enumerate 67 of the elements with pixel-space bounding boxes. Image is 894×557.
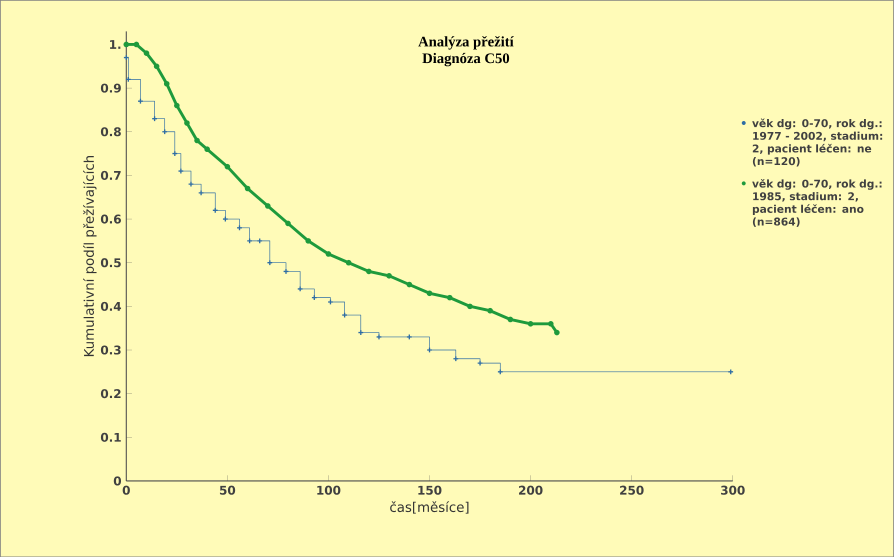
point	[212, 207, 218, 214]
y-tick-label: 0.1	[100, 432, 121, 442]
point	[244, 186, 250, 192]
point	[327, 298, 334, 305]
text: Diagnóza C50	[422, 52, 510, 66]
point	[528, 320, 534, 326]
y-tick-label: 0.8	[100, 127, 121, 136]
point	[326, 251, 332, 257]
x-tick-label: 250	[620, 486, 644, 495]
point	[184, 120, 190, 126]
point	[164, 80, 170, 86]
point	[123, 42, 130, 48]
point	[487, 308, 493, 314]
point	[426, 290, 432, 296]
point	[508, 316, 514, 322]
point	[224, 164, 230, 170]
point	[172, 150, 178, 157]
y-axis-title: Kumulativní podíl přežívajících	[83, 156, 97, 356]
point	[265, 203, 271, 209]
y-tick-label: 0.5	[100, 258, 121, 268]
point	[144, 50, 150, 56]
y-tick-label: 0.6	[100, 214, 121, 224]
y-tick-label: 0.2	[100, 388, 121, 398]
point	[476, 360, 484, 366]
point	[152, 115, 158, 122]
x-tick-label: 300	[721, 486, 745, 495]
point	[174, 102, 180, 108]
y-tick-label: 0.7	[100, 170, 121, 180]
point	[386, 272, 392, 278]
point	[376, 334, 382, 340]
point	[154, 63, 160, 69]
x-tick-label: 100	[317, 486, 340, 495]
point	[305, 238, 312, 244]
y-tick-label: 0.9	[100, 83, 121, 93]
x-tick-label: 0	[122, 486, 130, 495]
point	[204, 146, 210, 152]
point	[188, 180, 194, 188]
point	[134, 42, 140, 48]
point	[426, 346, 433, 353]
point	[311, 294, 318, 301]
y-tick-label: 0.3	[100, 345, 121, 354]
point	[194, 138, 200, 144]
point	[137, 98, 144, 104]
point	[554, 330, 560, 336]
point	[162, 128, 168, 135]
x-tick-label: 150	[418, 486, 442, 495]
x-axis-title: čas[měsíce]	[390, 501, 468, 514]
point	[406, 282, 412, 288]
point	[342, 312, 348, 318]
x-tick-label: 200	[519, 486, 543, 495]
point	[285, 220, 291, 226]
point	[467, 303, 473, 310]
legend-label: věk dg: 0-70, rok dg.: 1985, stadium: 2, pacient léčen: ano (n=864)	[752, 178, 882, 227]
point	[446, 294, 453, 300]
y-tick-label: 0	[114, 476, 122, 486]
legend-label: věk dg: 0-70, rok dg.: 1977 - 2002, stadium: 2, pacient léčen: ne (n=120)	[752, 118, 882, 166]
y-tick-label: 1.	[110, 40, 120, 49]
point	[266, 260, 273, 266]
point	[236, 224, 243, 231]
point	[346, 260, 352, 266]
y-tick-label: 0.4	[100, 302, 122, 311]
point	[282, 268, 290, 274]
point	[452, 356, 459, 362]
chart-title: Analýza přežití	[418, 36, 514, 50]
x-tick-label: 50	[220, 486, 236, 495]
point	[366, 268, 372, 274]
point	[548, 320, 554, 326]
